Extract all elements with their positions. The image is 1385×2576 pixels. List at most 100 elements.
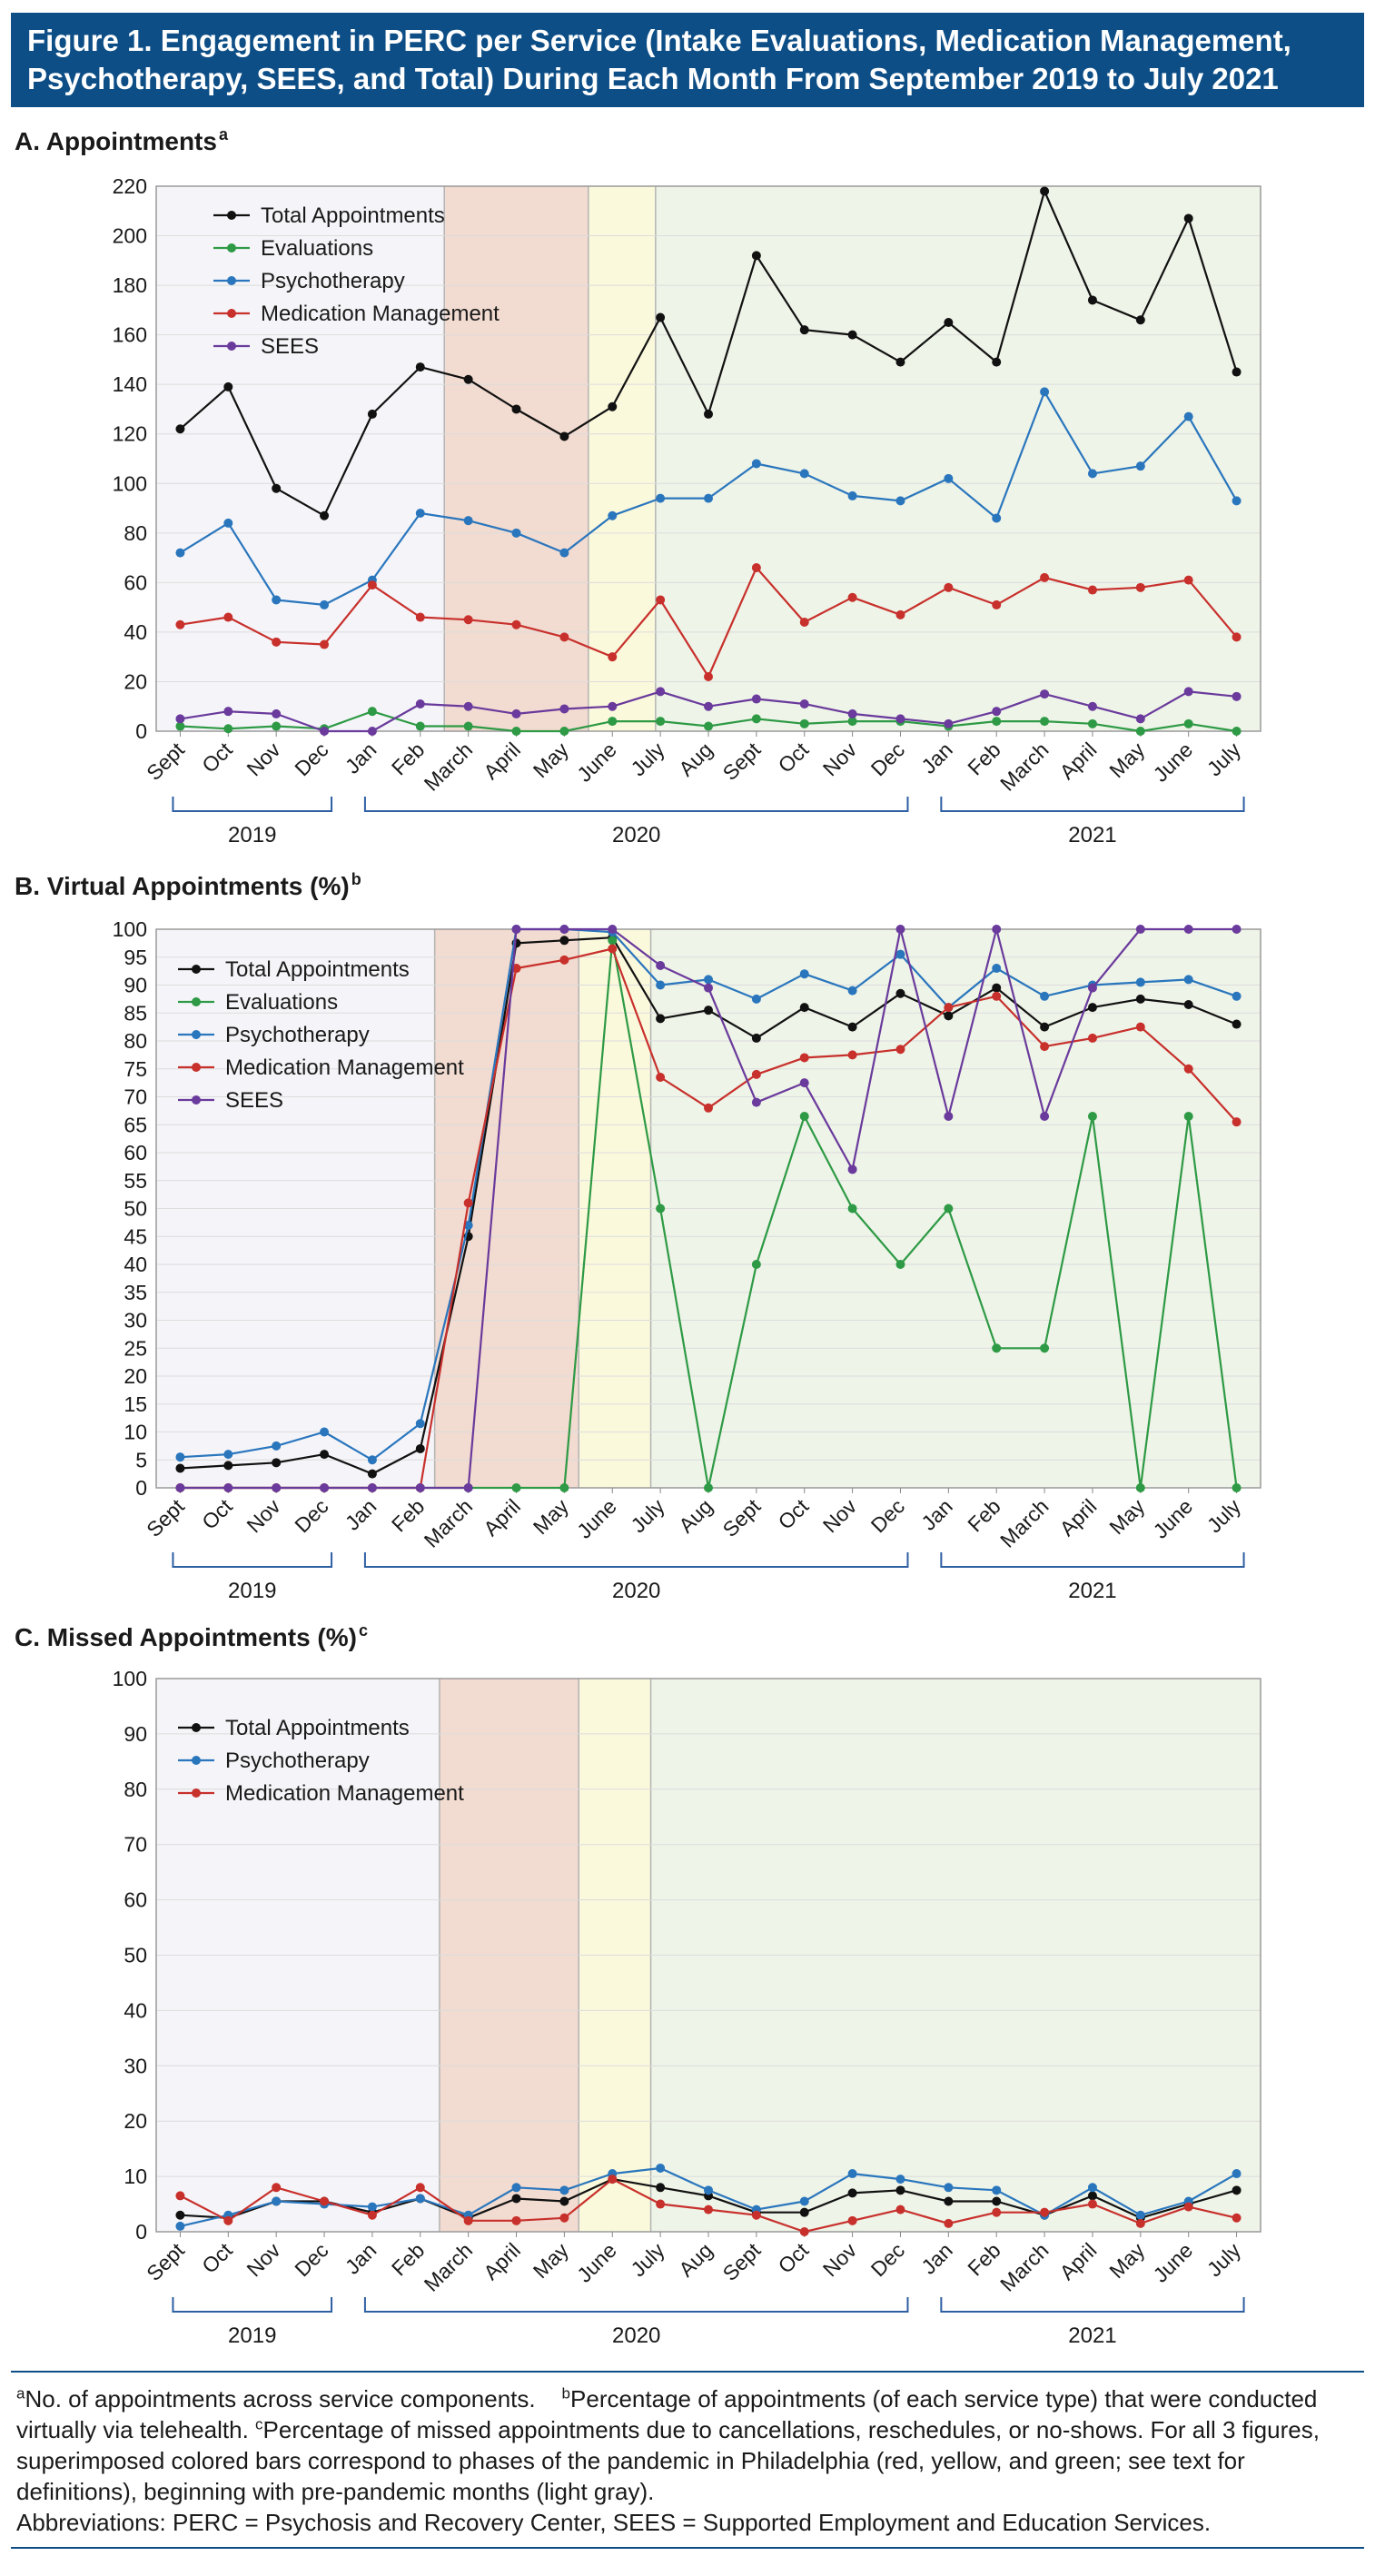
- chart-a-series-sees-point: [223, 707, 233, 717]
- chart-b-xtick-label: Dec: [290, 1494, 332, 1537]
- chart-b-series-sees-point: [559, 925, 569, 934]
- appointments-chart: A. Appointments a 0 20 40 60 80 100 120 140 160 180…: [15, 125, 1261, 847]
- chart-c-ytick-label: 60: [124, 1888, 147, 1912]
- chart-a-series-sees-point: [799, 699, 809, 708]
- chart-a-title-sup: a: [219, 125, 229, 144]
- chart-a-series-total-appointments-point: [704, 409, 713, 419]
- chart-c-series-medication-management-point: [511, 2215, 521, 2225]
- chart-a-legend-sees: SEES: [261, 334, 319, 359]
- chart-c-series-psychotherapy-point: [1135, 2210, 1145, 2220]
- chart-c-series-psychotherapy-point: [992, 2185, 1002, 2195]
- chart-b-series-evaluations-point: [751, 1260, 761, 1269]
- chart-c-series-psychotherapy-point: [1232, 2169, 1242, 2179]
- chart-c-series-psychotherapy-point: [944, 2183, 954, 2193]
- chart-a-legend-total-appointments: Total Appointments: [261, 203, 445, 228]
- chart-b-series-medication-management-point: [751, 1069, 761, 1079]
- chart-b-series-evaluations-point: [1183, 1112, 1193, 1122]
- chart-a-xtick-label: Oct: [774, 738, 814, 778]
- chart-a-xtick-label: Nov: [818, 738, 862, 781]
- chart-c-ytick-label: 90: [124, 1722, 147, 1746]
- chart-a-series-sees-point: [751, 694, 761, 704]
- chart-c-xtick-label: July: [626, 2238, 669, 2282]
- chart-b-series-total-appointments-point: [175, 1463, 185, 1473]
- chart-a-series-psychotherapy-point: [415, 509, 425, 518]
- chart-b-xtick-label: June: [1149, 1494, 1198, 1543]
- chart-a-series-total-appointments-point: [608, 401, 618, 411]
- chart-a-series-sees-point: [704, 701, 713, 711]
- chart-a-series-total-appointments-point: [799, 325, 809, 335]
- chart-c-series-psychotherapy-point: [559, 2185, 569, 2195]
- chart-a-series-sees-point: [1183, 687, 1193, 697]
- chart-b-ytick-label: 20: [124, 1364, 147, 1388]
- chart-a-phase-red: [444, 186, 589, 731]
- chart-a-xtick-label: April: [479, 738, 525, 784]
- chart-a-ytick-label: 100: [113, 471, 147, 495]
- chart-a-series-total-appointments-point: [511, 404, 521, 414]
- chart-a-series-evaluations-point: [608, 717, 618, 727]
- chart-c-series-medication-management-point: [175, 2191, 185, 2201]
- chart-a-year-bracket: [172, 797, 333, 812]
- chart-a-series-evaluations-point: [992, 717, 1002, 727]
- chart-a-year-label: 2019: [228, 823, 276, 847]
- chart-b-series-sees-point: [272, 1483, 282, 1492]
- chart-b-series-psychotherapy-point: [1135, 977, 1145, 987]
- chart-b-series-medication-management-point: [1183, 1064, 1193, 1074]
- chart-a-series-total-appointments-point: [944, 318, 954, 327]
- chart-c-xtick-label: Feb: [963, 2238, 1004, 2280]
- chart-c-year-label: 2019: [228, 2323, 276, 2348]
- chart-b-series-sees-point: [944, 1112, 954, 1122]
- chart-a-xtick-label: Feb: [387, 738, 429, 779]
- chart-a-xtick-label: March: [995, 738, 1054, 796]
- chart-b-series-psychotherapy-point: [1183, 975, 1193, 985]
- footnote-c-mark: c: [255, 2415, 263, 2433]
- chart-b-series-sees-point: [799, 1078, 809, 1088]
- chart-a-series-evaluations-point: [799, 718, 809, 728]
- chart-b-xtick-label: July: [626, 1494, 669, 1538]
- chart-c-legend-marker: [192, 1788, 201, 1798]
- chart-a-series-sees-point: [272, 708, 282, 718]
- chart-c-series-total-appointments-point: [799, 2207, 809, 2217]
- chart-b-series-medication-management-point: [1040, 1042, 1050, 1052]
- chart-a-xtick-label: March: [420, 738, 478, 796]
- chart-b-ytick-label: 90: [124, 974, 147, 997]
- chart-b-series-psychotherapy-point: [656, 980, 666, 990]
- chart-b-ytick-label: 70: [124, 1085, 147, 1109]
- chart-a-series-medication-management-point: [895, 609, 905, 619]
- chart-b-year-bracket: [363, 1552, 909, 1568]
- chart-b-series-total-appointments-point: [415, 1443, 425, 1453]
- chart-b-series-sees-point: [895, 925, 905, 934]
- chart-c-series-total-appointments-point: [1087, 2191, 1097, 2201]
- chart-a-series-total-appointments-point: [415, 362, 425, 372]
- footnote-abbreviations: Abbreviations: PERC = Psychosis and Reco…: [16, 2509, 1212, 2536]
- chart-c-xtick-label: April: [1055, 2238, 1102, 2284]
- chart-b-year-label: 2020: [612, 1579, 660, 1603]
- chart-c-legend-medication-management: Medication Management: [225, 1781, 464, 1806]
- chart-a-series-medication-management-point: [367, 580, 377, 590]
- chart-a-series-psychotherapy-point: [847, 490, 857, 500]
- chart-b-title-sup: b: [351, 870, 361, 888]
- chart-b-series-medication-management-point: [992, 991, 1002, 1001]
- chart-b-ytick-label: 15: [124, 1392, 147, 1416]
- chart-a-xtick-label: April: [1055, 738, 1102, 784]
- chart-a-series-psychotherapy-point: [656, 493, 666, 503]
- chart-a-series-evaluations-point: [751, 714, 761, 724]
- chart-b-series-medication-management-point: [944, 1003, 954, 1013]
- chart-b-series-psychotherapy-point: [847, 986, 857, 996]
- chart-b-series-evaluations-point: [992, 1343, 1002, 1353]
- chart-c-year-bracket: [940, 2297, 1245, 2313]
- chart-b-xtick-label: May: [529, 1494, 573, 1539]
- chart-a-series-psychotherapy-point: [895, 496, 905, 506]
- chart-b-xtick-label: Jan: [916, 1494, 957, 1535]
- chart-c-xtick-label: Jan: [916, 2238, 957, 2279]
- chart-a-xtick-label: July: [1202, 738, 1246, 781]
- chart-a-legend-marker: [227, 211, 236, 220]
- chart-b-xtick-label: March: [420, 1494, 478, 1552]
- chart-a-series-psychotherapy-point: [608, 510, 618, 520]
- chart-b-series-sees-point: [223, 1483, 233, 1492]
- chart-b-ytick-label: 80: [124, 1029, 147, 1053]
- chart-b-legend-marker: [192, 965, 201, 974]
- chart-c-ytick-label: 30: [124, 2054, 147, 2077]
- chart-a-xtick-label: June: [1149, 738, 1198, 787]
- chart-b-ytick-label: 100: [113, 917, 147, 941]
- chart-b-xtick-label: April: [1055, 1494, 1102, 1541]
